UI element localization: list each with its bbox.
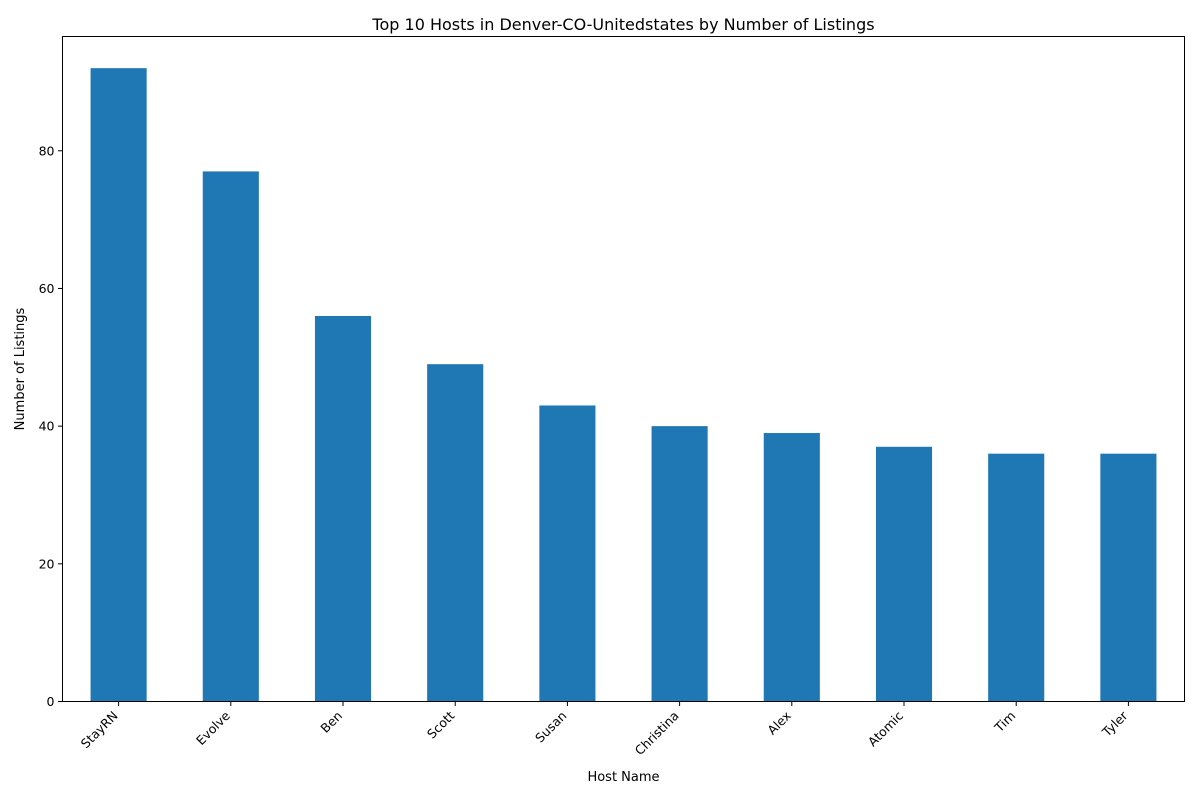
x-tick-label: Scott bbox=[424, 708, 457, 741]
y-tick-label: 0 bbox=[47, 694, 55, 709]
y-tick-label: 80 bbox=[39, 143, 55, 158]
y-tick-label: 60 bbox=[39, 281, 55, 296]
bars-layer bbox=[90, 68, 1157, 702]
x-tick-label: Susan bbox=[532, 708, 569, 745]
y-tick-label: 40 bbox=[39, 419, 55, 434]
x-tick-label: Alex bbox=[764, 708, 794, 738]
bar-alex bbox=[763, 433, 820, 702]
bar-tim bbox=[988, 453, 1045, 702]
x-tick-label: Tim bbox=[991, 708, 1019, 736]
x-tick-label: Christina bbox=[632, 708, 682, 758]
y-axis-label: Number of Listings bbox=[13, 307, 28, 430]
bar-atomic bbox=[875, 446, 933, 702]
x-tick-label: Tyler bbox=[1098, 707, 1131, 740]
bar-ben bbox=[314, 315, 372, 702]
chart-title: Top 10 Hosts in Denver-CO-Unitedstates b… bbox=[371, 15, 874, 34]
x-tick-label: Ben bbox=[317, 708, 345, 736]
bar-scott bbox=[427, 364, 484, 702]
x-axis-label: Host Name bbox=[587, 770, 659, 785]
y-tick-label: 20 bbox=[39, 556, 55, 571]
x-axis: StayRN Evolve Ben Scott Susan Christina Alex At… bbox=[78, 701, 1131, 758]
bar-tyler bbox=[1100, 453, 1157, 702]
bar-evolve bbox=[202, 171, 259, 702]
x-tick-label: Evolve bbox=[193, 708, 233, 748]
bar-stayrn bbox=[90, 68, 147, 702]
x-tick-label: Atomic bbox=[865, 708, 906, 749]
bar-susan bbox=[539, 405, 596, 702]
bar-christina bbox=[651, 426, 708, 702]
y-axis: 0 20 40 60 80 bbox=[39, 143, 63, 709]
plot-frame bbox=[62, 36, 1185, 702]
x-tick-label: StayRN bbox=[78, 708, 121, 751]
